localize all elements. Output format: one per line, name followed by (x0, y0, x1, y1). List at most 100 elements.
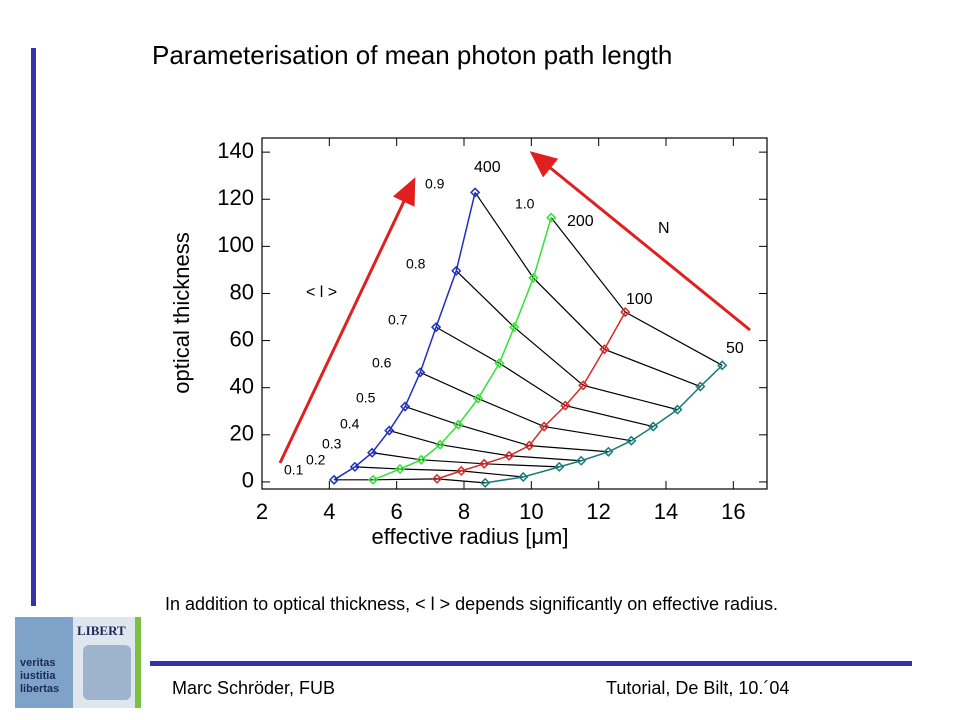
annotation: 0.8 (406, 256, 426, 272)
point (470, 187, 481, 198)
point (328, 474, 340, 485)
side-bar (31, 48, 36, 606)
x-tick-label: 10 (519, 499, 543, 524)
point (384, 425, 395, 436)
annotation: 0.3 (322, 436, 342, 452)
logo-motto: veritas iustitia libertas (20, 657, 59, 696)
logo-word: libertas (20, 683, 60, 695)
point (524, 440, 535, 451)
y-tick-label: 20 (230, 421, 254, 446)
point (367, 447, 378, 458)
point (695, 381, 706, 392)
point (480, 477, 491, 488)
point (456, 465, 467, 476)
y-tick-label: 40 (230, 374, 254, 399)
point (435, 439, 446, 450)
annotation: 200 (567, 213, 594, 230)
point (394, 463, 406, 475)
series-line (436, 311, 626, 480)
point (479, 458, 490, 469)
point (578, 380, 589, 391)
logo-word: veritas (20, 657, 56, 669)
point (560, 400, 571, 411)
constant-l-line (372, 452, 560, 468)
constant-l-line (419, 371, 632, 442)
point (451, 265, 462, 276)
constant-l-line (334, 478, 486, 484)
annotation: 0.1 (284, 462, 304, 478)
point (430, 322, 442, 333)
point (717, 360, 728, 371)
annotation: 0.5 (356, 390, 376, 406)
point (415, 367, 426, 378)
annotation: 1.0 (515, 196, 535, 212)
constant-l-line (404, 405, 609, 453)
logo-stripe (135, 617, 141, 708)
point (648, 421, 659, 432)
annotation: 50 (726, 340, 744, 357)
x-tick-label: 16 (721, 499, 745, 524)
point (349, 461, 360, 472)
x-tick-label: 6 (391, 499, 403, 524)
x-tick-label: 12 (586, 499, 610, 524)
annotation: < l > (306, 284, 337, 301)
point (603, 446, 614, 457)
point (620, 307, 631, 318)
point (494, 358, 505, 369)
arrow-n (529, 151, 751, 332)
point (672, 404, 683, 415)
annotation: 0.4 (340, 416, 360, 432)
logo-panel: veritas iustitia libertas (15, 617, 73, 708)
y-tick-label: 60 (230, 326, 254, 351)
x-tick-label: 2 (256, 499, 268, 524)
logo-top: LIBERT (77, 623, 126, 638)
body-text: In addition to optical thickness, < l > … (165, 594, 779, 614)
annotation: N (658, 220, 670, 237)
y-tick-label: 100 (217, 232, 254, 257)
point (576, 455, 587, 466)
x-tick-label: 8 (458, 499, 470, 524)
logo-seal: LIBERT (73, 617, 141, 708)
annotation: 0.6 (372, 355, 392, 371)
constant-l-line (474, 192, 701, 388)
point (509, 322, 520, 333)
series-line (333, 192, 476, 481)
annotation: 100 (626, 291, 653, 308)
point (432, 473, 443, 484)
annotation: 0.9 (425, 176, 445, 192)
annotation: 0.2 (306, 452, 326, 468)
logo-figure (83, 645, 131, 700)
y-tick-label: 80 (230, 279, 254, 304)
point (504, 450, 515, 461)
footer-right: Tutorial, De Bilt, 10.´04 (606, 678, 790, 698)
point (546, 212, 557, 223)
footer-left: Marc Schröder, FUB (172, 678, 336, 698)
x-tick-label: 14 (654, 499, 678, 524)
arrow-l (278, 177, 416, 464)
point (626, 435, 637, 446)
y-tick-label: 0 (242, 468, 254, 493)
plot-frame (261, 137, 768, 490)
slide-title: Parameterisation of mean photon path len… (152, 40, 673, 70)
footer-rule (150, 661, 912, 666)
x-tick-label: 4 (323, 499, 335, 524)
point (368, 474, 379, 485)
point (473, 393, 484, 404)
point (453, 419, 464, 430)
series-line (485, 364, 723, 484)
constant-l-line (354, 466, 524, 478)
y-axis-label: optical thickness (169, 232, 194, 393)
point (400, 401, 411, 412)
annotation: 0.7 (388, 312, 408, 328)
y-tick-label: 120 (217, 185, 254, 210)
x-axis-label: effective radius [μm] (372, 524, 569, 549)
point (539, 421, 550, 432)
point (599, 344, 610, 355)
annotation: 400 (474, 159, 501, 176)
logo-word: iustitia (20, 670, 56, 682)
constant-l-line (435, 326, 654, 428)
point (518, 471, 529, 483)
series-line (372, 217, 552, 481)
